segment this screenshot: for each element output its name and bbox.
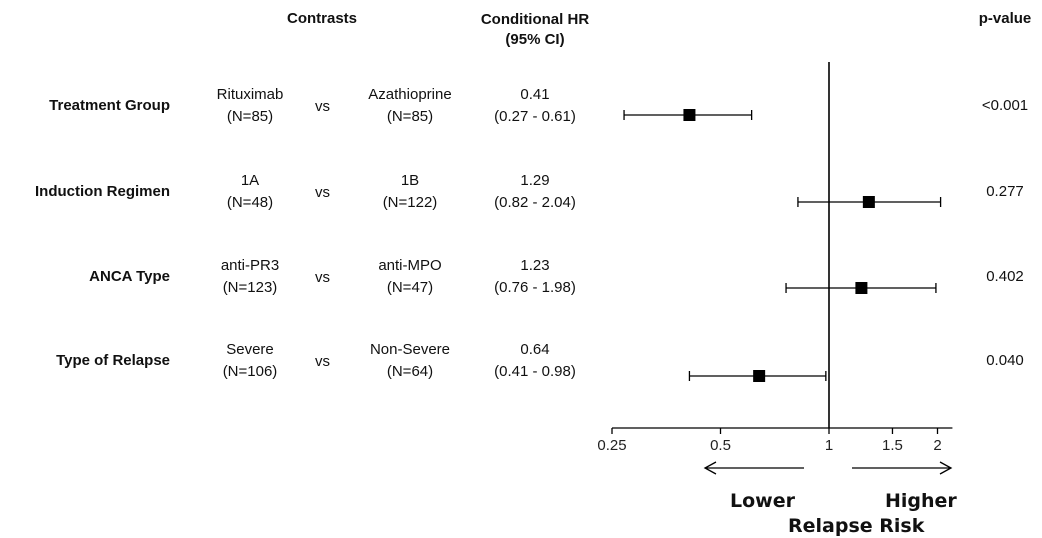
- lower-arrow-head: [703, 461, 717, 475]
- row-label: Type of Relapse: [56, 352, 170, 369]
- hr-point: [753, 370, 766, 382]
- hr-value: 1.23 (0.76 - 1.98): [475, 255, 595, 299]
- group-b: anti-MPO (N=47): [350, 255, 470, 299]
- group-b-n: (N=47): [386, 279, 434, 296]
- hr-point: [862, 196, 875, 208]
- vs-label: vs: [315, 353, 330, 370]
- hr-header-line1: Conditional HR: [480, 11, 590, 28]
- group-b-name: anti-MPO: [378, 257, 442, 274]
- x-tick-label: 0.5: [710, 437, 731, 454]
- hr-header: Conditional HR (95% CI): [455, 10, 615, 50]
- group-a-name: Severe: [226, 341, 274, 358]
- x-tick-label: 1.5: [882, 437, 903, 454]
- group-a-n: (N=48): [226, 194, 274, 211]
- contrasts-header: Contrasts: [286, 10, 357, 27]
- vs-label: vs: [315, 269, 330, 286]
- hr-value: 1.29 (0.82 - 2.04): [475, 170, 595, 214]
- vs-label: vs: [315, 184, 330, 201]
- hr-estimate: 1.23: [520, 257, 550, 274]
- group-b: Azathioprine (N=85): [350, 84, 470, 128]
- hr-point: [683, 109, 696, 121]
- group-a: anti-PR3 (N=123): [205, 255, 295, 299]
- group-a-n: (N=85): [226, 108, 274, 125]
- group-b: Non-Severe (N=64): [350, 339, 470, 383]
- p-value: 0.402: [986, 268, 1024, 285]
- hr-ci: (0.41 - 0.98): [494, 363, 576, 380]
- hr-point: [855, 282, 868, 294]
- group-a: 1A (N=48): [205, 170, 295, 214]
- group-a-name: anti-PR3: [220, 257, 280, 274]
- group-a: Rituximab (N=85): [205, 84, 295, 128]
- group-a-name: Rituximab: [216, 86, 284, 103]
- x-tick-label: 0.25: [597, 437, 626, 454]
- hr-estimate: 0.64: [520, 341, 550, 358]
- group-b-n: (N=64): [386, 363, 434, 380]
- group-b-name: Azathioprine: [368, 86, 452, 103]
- x-tick-label: 1: [825, 437, 833, 454]
- hr-ci: (0.27 - 0.61): [494, 108, 576, 125]
- pvalue-header: p-value: [978, 10, 1032, 27]
- hr-estimate: 1.29: [520, 172, 550, 189]
- hr-value: 0.64 (0.41 - 0.98): [475, 339, 595, 383]
- row-label: ANCA Type: [89, 268, 170, 285]
- p-value: 0.277: [986, 183, 1024, 200]
- lower-risk-label: Lower: [730, 490, 795, 512]
- hr-ci: (0.76 - 1.98): [494, 279, 576, 296]
- group-a-name: 1A: [240, 172, 260, 189]
- higher-risk-label: Higher: [885, 490, 957, 512]
- vs-label: vs: [315, 98, 330, 115]
- x-tick-label: 2: [933, 437, 941, 454]
- group-b-n: (N=85): [386, 108, 434, 125]
- p-value: <0.001: [981, 97, 1029, 114]
- hr-ci: (0.82 - 2.04): [494, 194, 576, 211]
- group-b: 1B (N=122): [350, 170, 470, 214]
- hr-value: 0.41 (0.27 - 0.61): [475, 84, 595, 128]
- higher-arrow-head: [939, 461, 953, 475]
- group-b-name: Non-Severe: [369, 341, 451, 358]
- group-b-n: (N=122): [382, 194, 438, 211]
- group-a-n: (N=123): [222, 279, 278, 296]
- relapse-risk-title: Relapse Risk: [788, 515, 925, 537]
- group-a: Severe (N=106): [205, 339, 295, 383]
- hr-estimate: 0.41: [520, 86, 550, 103]
- p-value: 0.040: [986, 352, 1024, 369]
- group-a-n: (N=106): [222, 363, 278, 380]
- row-label: Treatment Group: [49, 97, 170, 114]
- hr-header-line2: (95% CI): [505, 31, 565, 48]
- row-label: Induction Regimen: [35, 183, 170, 200]
- group-b-name: 1B: [400, 172, 420, 189]
